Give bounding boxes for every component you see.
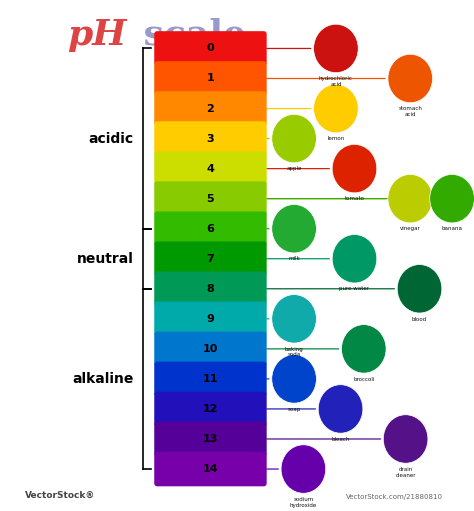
Text: 10: 10 <box>203 344 218 354</box>
Circle shape <box>318 385 363 433</box>
Text: scale: scale <box>131 17 246 52</box>
FancyBboxPatch shape <box>154 91 267 126</box>
Text: milk: milk <box>288 257 300 262</box>
Text: 13: 13 <box>203 434 218 444</box>
Circle shape <box>332 145 377 193</box>
Circle shape <box>341 324 386 373</box>
Circle shape <box>388 174 433 223</box>
Text: stomach
acid: stomach acid <box>398 106 422 117</box>
Text: 11: 11 <box>203 374 218 384</box>
FancyBboxPatch shape <box>154 61 267 96</box>
Circle shape <box>397 265 442 313</box>
FancyBboxPatch shape <box>154 422 267 456</box>
FancyBboxPatch shape <box>154 332 267 366</box>
Text: apple: apple <box>286 166 302 171</box>
Text: pure water: pure water <box>339 287 370 291</box>
FancyBboxPatch shape <box>154 181 267 216</box>
FancyBboxPatch shape <box>154 452 267 486</box>
Text: 14: 14 <box>203 464 218 474</box>
Text: broccoli: broccoli <box>353 377 374 382</box>
Text: 1: 1 <box>207 74 214 83</box>
Text: sodium
hydroxide: sodium hydroxide <box>290 497 317 507</box>
Text: 5: 5 <box>207 194 214 204</box>
Text: neutral: neutral <box>77 252 134 266</box>
FancyBboxPatch shape <box>154 271 267 306</box>
Circle shape <box>272 204 316 253</box>
Circle shape <box>272 295 316 343</box>
Text: lemon: lemon <box>327 136 345 141</box>
Text: 2: 2 <box>207 104 214 113</box>
Text: 4: 4 <box>207 164 214 174</box>
FancyBboxPatch shape <box>154 301 267 336</box>
FancyBboxPatch shape <box>154 362 267 396</box>
Text: VectorStock.com/21880810: VectorStock.com/21880810 <box>346 494 443 500</box>
Text: 9: 9 <box>207 314 214 324</box>
Text: 8: 8 <box>207 284 214 294</box>
Text: acidic: acidic <box>89 131 134 146</box>
Text: pH: pH <box>67 17 127 52</box>
FancyBboxPatch shape <box>154 391 267 426</box>
FancyBboxPatch shape <box>154 121 267 156</box>
Text: vinegar: vinegar <box>400 226 421 231</box>
FancyBboxPatch shape <box>154 242 267 276</box>
Text: 0: 0 <box>207 43 214 54</box>
Text: baking
soda: baking soda <box>285 346 303 357</box>
Text: 7: 7 <box>207 254 214 264</box>
Text: alkaline: alkaline <box>73 372 134 386</box>
FancyBboxPatch shape <box>154 212 267 246</box>
Text: 3: 3 <box>207 133 214 144</box>
Text: 12: 12 <box>203 404 218 414</box>
Circle shape <box>281 445 326 493</box>
Text: hydrochloric
acid: hydrochloric acid <box>319 76 353 87</box>
Text: bleach: bleach <box>331 437 350 442</box>
Circle shape <box>314 84 358 133</box>
FancyBboxPatch shape <box>154 31 267 66</box>
Text: banana: banana <box>442 226 463 231</box>
Circle shape <box>272 114 316 163</box>
Text: soap: soap <box>287 407 301 412</box>
Circle shape <box>383 415 428 463</box>
FancyBboxPatch shape <box>154 151 267 186</box>
Text: drain
cleaner: drain cleaner <box>395 467 416 478</box>
Circle shape <box>314 24 358 73</box>
Circle shape <box>272 355 316 403</box>
Circle shape <box>388 54 433 103</box>
Text: 6: 6 <box>207 224 214 234</box>
Circle shape <box>430 174 474 223</box>
Circle shape <box>332 235 377 283</box>
Text: VectorStock®: VectorStock® <box>25 491 95 500</box>
Text: blood: blood <box>412 316 427 321</box>
Text: tomato: tomato <box>345 196 365 201</box>
